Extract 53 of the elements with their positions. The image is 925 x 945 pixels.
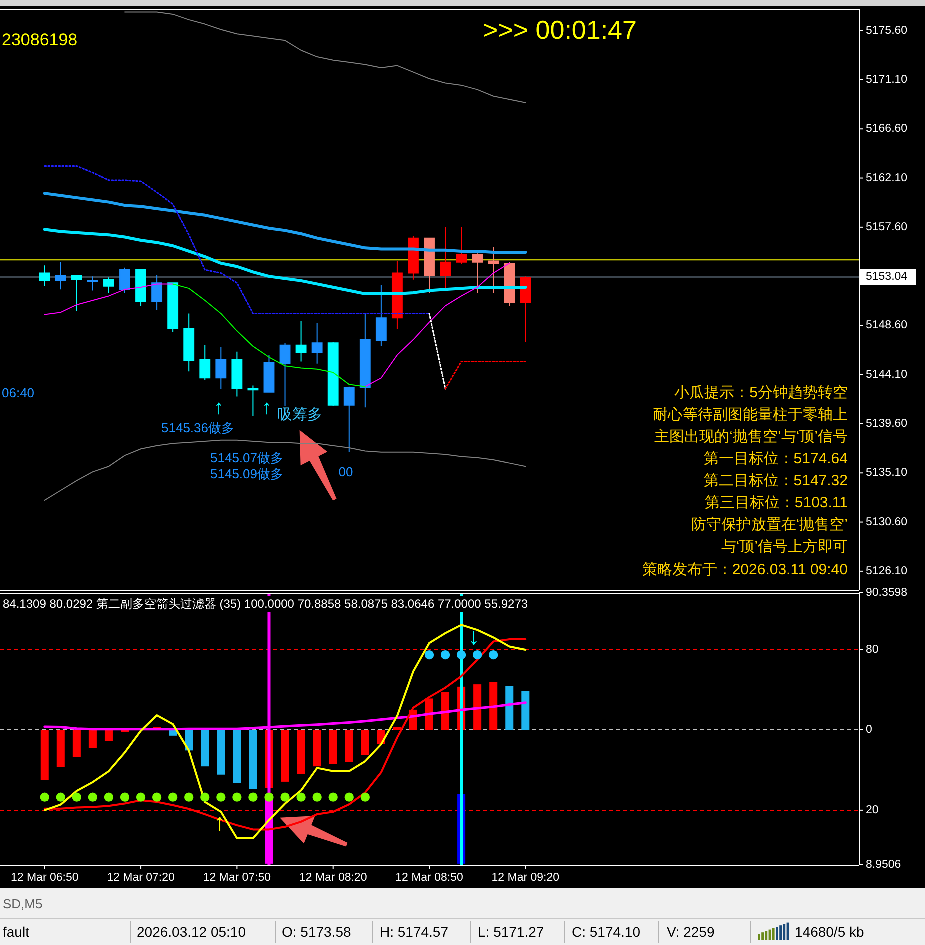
y2-tick-label: 8.9506 xyxy=(866,859,902,871)
annotation: 2026.03.12 05:10 xyxy=(137,924,246,940)
annotation: 5145.09做多 xyxy=(210,466,284,482)
annotation: 防守保护放置在‘抛售空’ xyxy=(691,516,848,534)
y-tick-label: 5126.10 xyxy=(866,565,908,578)
annotation: 策略发布于：2026.03.11 09:40 xyxy=(642,562,848,578)
annotation: 与‘顶’信号上方即可 xyxy=(721,538,848,556)
y-tick-label: 5171.10 xyxy=(866,74,908,86)
y2-tick-label: 90.3598 xyxy=(866,587,908,599)
x-tick-label: 12 Mar 07:50 xyxy=(203,872,272,884)
annotation: >>> 00:01:47 xyxy=(483,15,637,45)
annotation: 主图出现的‘抛售空’与‘顶’信号 xyxy=(654,428,848,446)
annotation: L: 5171.27 xyxy=(478,924,544,940)
x-tick-label: 12 Mar 06:50 xyxy=(11,872,79,884)
x-tick-label: 12 Mar 07:20 xyxy=(107,872,175,884)
annotation: 耐心等待副图能量柱于零轴上 xyxy=(653,406,848,424)
annotation: 23086198 xyxy=(2,30,78,50)
y-tick-label: 5139.60 xyxy=(866,418,908,430)
annotation: 5145.36做多 xyxy=(162,420,234,436)
y-tick-label: 5157.60 xyxy=(866,221,908,234)
x-tick-label: 12 Mar 09:20 xyxy=(492,872,560,884)
y-tick-label: 5166.60 xyxy=(866,123,908,136)
annotation: 第二目标位：5147.32 xyxy=(704,472,848,490)
annotation: ↓ xyxy=(468,624,480,650)
annotation: fault xyxy=(3,924,30,940)
annotation: 5145.07做多 xyxy=(210,450,284,466)
annotation: 第一目标位：5174.64 xyxy=(704,450,848,468)
y-tick-label: 5162.10 xyxy=(866,172,908,184)
annotation: 吸筹多 xyxy=(278,406,322,424)
y-tick-label: 5130.60 xyxy=(866,516,908,528)
ref-label: 0 xyxy=(866,724,872,736)
y-tick-label: 5135.10 xyxy=(866,467,908,480)
annotation: V: 2259 xyxy=(667,924,715,940)
y-tick-label: 20 xyxy=(866,804,879,816)
annotation: H: 5174.57 xyxy=(380,924,448,940)
annotation: 14680/5 kb xyxy=(795,924,864,940)
ref-label: 5153.04 xyxy=(866,271,908,284)
x-tick-label: 12 Mar 08:50 xyxy=(396,872,464,884)
annotation: ↑ xyxy=(262,397,272,419)
y-tick-label: 5144.10 xyxy=(866,368,908,381)
annotation: 第三目标位：5103.11 xyxy=(704,494,848,512)
annotation: SD,M5 xyxy=(3,896,43,912)
x-tick-label: 12 Mar 08:20 xyxy=(299,872,368,884)
annotation: O: 5173.58 xyxy=(282,924,352,940)
y-tick-label: 5148.60 xyxy=(866,320,908,332)
annotation: 00 xyxy=(338,464,354,480)
y-tick-label: 5175.60 xyxy=(866,24,908,37)
annotation: C: 5174.10 xyxy=(572,924,640,940)
annotation: ↑ xyxy=(214,397,224,419)
y-tick-label: 80 xyxy=(866,644,879,656)
annotation: 06:40 xyxy=(2,386,35,400)
title: 84.1309 80.0292 第二副多空箭头过滤器 (35) 100.0000 70.8858 58.0875 83.0646 77.0000 55.9273 xyxy=(3,597,528,611)
annotation: 小瓜提示：5分钟趋势转空 xyxy=(674,384,848,402)
